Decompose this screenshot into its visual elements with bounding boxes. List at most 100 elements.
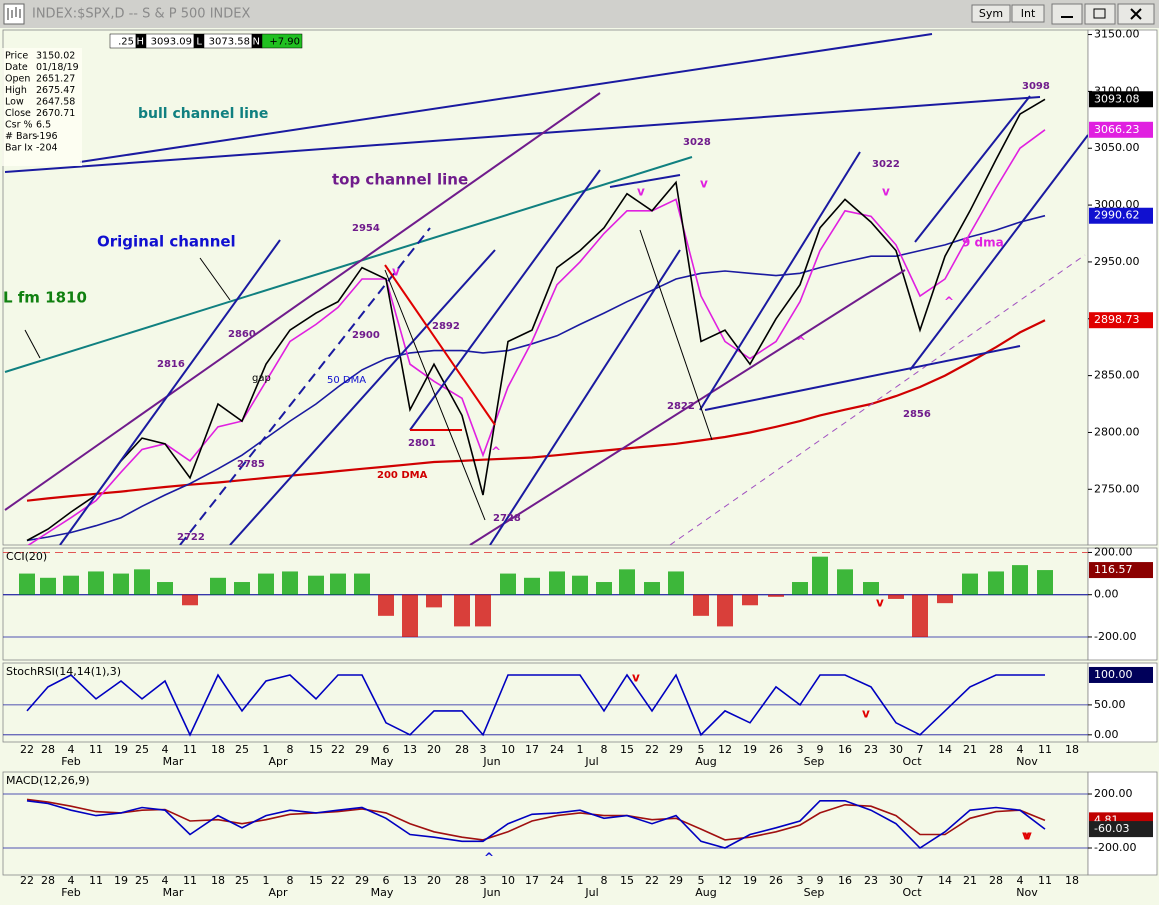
annotation: 3022 (872, 159, 900, 170)
cci-bar (454, 594, 470, 627)
annotation: 200 DMA (377, 470, 428, 481)
x-tick-label: 13 (403, 874, 417, 887)
month-label: Feb (61, 886, 80, 899)
cci-bar (863, 582, 879, 595)
int-button[interactable] (1011, 4, 1045, 23)
y-tick-label: 0.00 (1094, 588, 1119, 601)
month-label: Mar (163, 886, 184, 899)
cci-bar (668, 571, 684, 595)
cci-bar (812, 556, 828, 595)
channel-line (59, 239, 281, 545)
x-tick-label: 26 (769, 874, 783, 887)
minimize-button[interactable] (1051, 3, 1083, 25)
x-tick-label: 28 (455, 874, 469, 887)
y-tick-label: 2750.00 (1094, 482, 1140, 495)
cci-bar (1012, 565, 1028, 595)
x-tick-label: 28 (989, 743, 1003, 756)
cci-bar (402, 594, 418, 637)
x-tick-label: 1 (577, 874, 584, 887)
info-label: # Bars (5, 131, 37, 142)
x-tick-label: 4 (162, 874, 169, 887)
cci-bar (988, 571, 1004, 595)
month-label: Nov (1016, 755, 1038, 768)
month-label: Aug (695, 755, 716, 768)
maximize-button[interactable] (1084, 3, 1116, 25)
channel-line (609, 174, 681, 188)
info-label: Open (5, 74, 30, 85)
month-label: Jun (482, 886, 500, 899)
annotation: 2816 (157, 359, 185, 370)
x-tick-label: 23 (864, 874, 878, 887)
cci-bar (354, 573, 370, 595)
x-tick-label: 15 (309, 743, 323, 756)
annotation: 2801 (408, 438, 436, 449)
annotation: v (637, 185, 645, 199)
pointer-line (199, 257, 231, 301)
x-tick-label: 22 (645, 874, 659, 887)
series-line (27, 129, 1046, 545)
info-label: Price (5, 51, 28, 62)
panel-title: StochRSI(14,14(1),3) (6, 665, 121, 678)
cci-bar (378, 594, 394, 616)
y-tick-label: 2800.00 (1094, 425, 1140, 438)
cci-bar (500, 573, 516, 595)
y-tick-label: 3050.00 (1094, 141, 1140, 154)
info-value: 01/18/19 (36, 62, 79, 73)
cci-bar (88, 571, 104, 595)
sym-button[interactable] (971, 4, 1011, 23)
channel-line (489, 249, 681, 545)
app-icon-glyph (7, 7, 21, 20)
y-tick-label: 200.00 (1094, 787, 1133, 800)
x-tick-label: 14 (938, 743, 952, 756)
series-line (26, 800, 1046, 850)
cci-bar (912, 594, 928, 637)
month-label: Aug (695, 886, 716, 899)
x-tick-label: 30 (889, 874, 903, 887)
x-tick-label: 11 (1038, 743, 1052, 756)
trend-line (639, 229, 713, 441)
x-tick-label: 11 (89, 874, 103, 887)
cci-bar (330, 573, 346, 595)
annotation: 3098 (1022, 81, 1050, 92)
panel-title: CCI(20) (6, 550, 47, 563)
x-tick-label: 22 (20, 874, 34, 887)
x-tick-label: 11 (89, 743, 103, 756)
series-line (26, 98, 1046, 542)
panel (2, 771, 1089, 876)
x-tick-label: 3 (480, 743, 487, 756)
x-tick-label: 28 (455, 743, 469, 756)
last-value-box (1089, 207, 1153, 224)
month-label: Oct (902, 886, 922, 899)
info-panel (2, 48, 82, 166)
x-tick-label: 15 (620, 874, 634, 887)
x-tick-label: 26 (769, 743, 783, 756)
pointer-line (24, 329, 41, 359)
cci-bar (182, 594, 198, 606)
cci-bar (596, 582, 612, 595)
info-label: Bar Ix (5, 143, 33, 154)
channel-line (229, 249, 496, 545)
annotation: v (862, 707, 870, 721)
x-tick-label: 1 (577, 743, 584, 756)
y-tick-label: 3150.00 (1094, 28, 1140, 41)
cci-bar (524, 577, 540, 595)
x-tick-label: 28 (41, 743, 55, 756)
annotation: v (632, 671, 640, 685)
x-tick-label: 15 (309, 874, 323, 887)
series-line (26, 798, 1046, 841)
last-value-box (1089, 312, 1153, 329)
cci-bar (308, 575, 324, 595)
int-button-label[interactable]: Int (1021, 7, 1036, 20)
info-label: High (5, 85, 27, 96)
last-value-box (1089, 91, 1153, 108)
plot-area (3, 793, 1088, 850)
x-tick-label: 4 (162, 743, 169, 756)
last-value-label: 116.57 (1094, 563, 1133, 576)
annotation: ^ (484, 851, 494, 865)
channel-line (704, 345, 1021, 411)
sym-button-label[interactable]: Sym (979, 7, 1003, 20)
x-tick-label: 29 (669, 874, 683, 887)
annotation: 2856 (903, 409, 931, 420)
annotation: v (1024, 829, 1032, 843)
